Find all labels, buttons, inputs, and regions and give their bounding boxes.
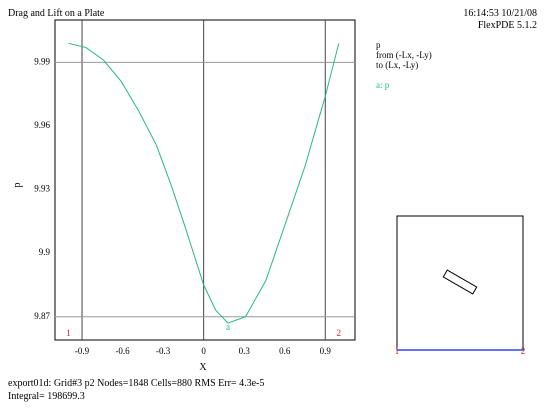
legend-from: from (-Lx, -Ly)	[376, 50, 432, 60]
x-tick-label: -0.9	[75, 346, 90, 356]
footer: Integral= 198699.3	[8, 391, 85, 402]
series-marker: a	[226, 322, 230, 332]
x-tick-label: 0.6	[279, 346, 291, 356]
y-tick-label: 9.96	[34, 120, 50, 130]
x-tick-label: -0.3	[156, 346, 171, 356]
timestamp: 16:14:53 10/21/08	[463, 8, 537, 19]
footer: export01d: Grid#3 p2 Nodes=1848 Cells=88…	[8, 378, 264, 389]
data-line	[68, 42, 340, 324]
legend-to: to (Lx, -Ly)	[376, 60, 418, 70]
end-label: 2	[337, 328, 342, 338]
legend-entry: a: p	[376, 80, 390, 90]
y-tick-label: 9.87	[34, 311, 50, 321]
x-tick-label: -0.6	[115, 346, 130, 356]
domain-box	[396, 215, 524, 351]
plate	[442, 269, 478, 295]
domain-start-label: 1	[395, 346, 400, 356]
y-tick-label: 9.99	[34, 56, 50, 66]
start-label: 1	[66, 328, 71, 338]
x-axis-label: X	[199, 362, 207, 373]
y-tick-label: 9.9	[39, 247, 51, 257]
chart-title: Drag and Lift on a Plate	[8, 8, 105, 19]
x-tick-label: 0	[201, 346, 206, 356]
legend-title: p	[376, 40, 381, 50]
software: FlexPDE 5.1.2	[478, 20, 537, 31]
plot-frame	[54, 19, 356, 341]
y-tick-label: 9.93	[34, 184, 50, 194]
y-axis-label: p	[12, 183, 23, 188]
domain-end-label: 2	[521, 346, 526, 356]
x-tick-label: 0.3	[239, 346, 251, 356]
x-tick-label: 0.9	[320, 346, 332, 356]
